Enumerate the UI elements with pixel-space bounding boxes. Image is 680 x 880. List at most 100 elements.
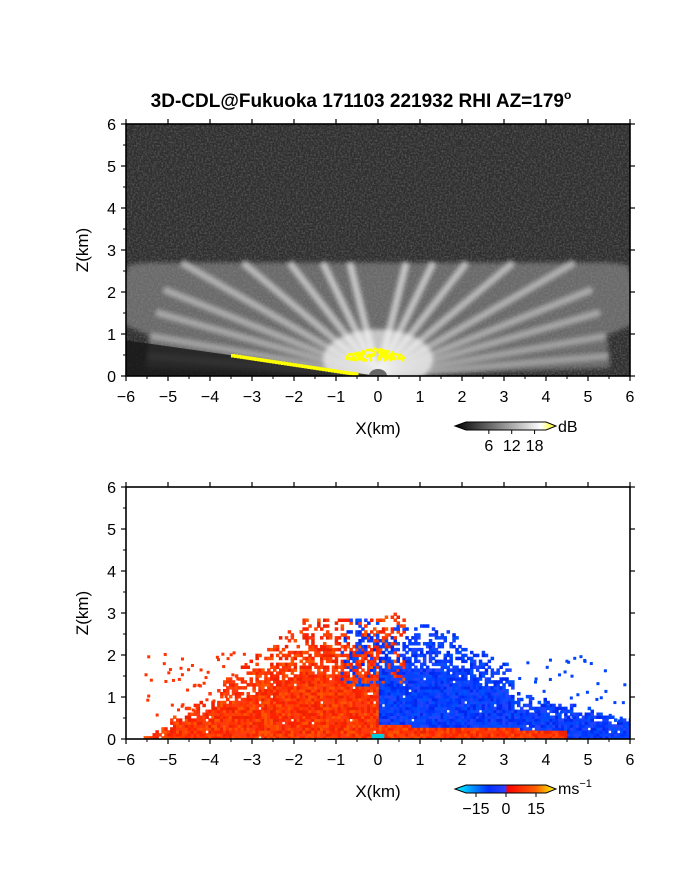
- velocity-cell: [399, 671, 403, 675]
- reflectivity-echo-cell: [346, 353, 350, 356]
- velocity-cell: [402, 718, 406, 722]
- velocity-xtick-label: 0: [374, 752, 383, 769]
- velocity-cell: [393, 692, 397, 696]
- velocity-cell: [284, 683, 289, 687]
- velocity-cell: [422, 686, 427, 690]
- velocity-cell: [323, 736, 327, 739]
- velocity-cell: [558, 718, 562, 722]
- velocity-cell: [237, 700, 242, 705]
- velocity-outlier-cell: [571, 714, 575, 718]
- reflectivity-echo-cell: [358, 356, 362, 359]
- velocity-cell: [452, 730, 456, 734]
- velocity-cell: [543, 709, 547, 714]
- velocity-cell: [393, 733, 397, 737]
- velocity-colorbar: −15 0 15 ms−1: [453, 778, 592, 818]
- velocity-cell: [434, 633, 439, 637]
- velocity-cell: [575, 721, 580, 725]
- velocity-cell: [508, 694, 512, 699]
- velocity-cell: [367, 706, 371, 711]
- velocity-cell: [525, 709, 530, 714]
- velocity-cell: [481, 721, 486, 725]
- velocity-cell: [293, 730, 298, 734]
- velocity-cell: [387, 727, 392, 731]
- velocity-cell: [343, 718, 348, 722]
- velocity-cell: [311, 647, 315, 652]
- velocity-cell: [478, 659, 483, 664]
- velocity-cell: [346, 662, 350, 667]
- velocity-cell: [478, 712, 483, 716]
- velocity-cell: [243, 665, 248, 669]
- velocity-cell: [449, 727, 453, 731]
- velocity-cell: [305, 680, 309, 684]
- velocity-cell: [296, 706, 300, 711]
- velocity-cell: [449, 680, 453, 684]
- velocity-cell: [296, 692, 300, 696]
- velocity-cell: [249, 697, 253, 702]
- velocity-ytick-label: 4: [107, 564, 116, 581]
- velocity-cell: [381, 618, 386, 622]
- velocity-cell: [367, 724, 371, 728]
- velocity-cell: [384, 671, 389, 675]
- velocity-cell: [405, 668, 409, 672]
- velocity-cell: [540, 709, 544, 714]
- velocity-cell: [387, 721, 392, 725]
- velocity-cell: [275, 736, 280, 739]
- velocity-cell: [608, 724, 612, 728]
- velocity-cell: [414, 680, 418, 684]
- velocity-cell: [431, 650, 436, 655]
- velocity-cell: [308, 712, 312, 716]
- velocity-cell: [493, 736, 497, 739]
- velocity-cell: [334, 621, 339, 625]
- velocity-cell: [346, 683, 350, 687]
- velocity-cell: [220, 721, 224, 725]
- velocity-cell: [234, 706, 239, 711]
- velocity-cell: [534, 727, 539, 731]
- velocity-cell: [267, 671, 271, 675]
- velocity-cell: [475, 733, 480, 737]
- velocity-cell: [325, 618, 330, 622]
- velocity-cell: [537, 706, 542, 711]
- velocity-cell: [361, 730, 365, 734]
- velocity-cell: [446, 706, 450, 711]
- velocity-cell: [275, 692, 280, 696]
- velocity-cell: [358, 677, 362, 681]
- velocity-cell: [231, 709, 236, 714]
- velocity-cell: [305, 712, 309, 716]
- velocity-cell: [440, 692, 445, 696]
- velocity-cell: [293, 653, 298, 658]
- velocity-cell: [420, 647, 424, 652]
- velocity-cell: [187, 736, 192, 739]
- velocity-cell: [252, 727, 256, 731]
- velocity-cell: [578, 712, 583, 716]
- velocity-cell: [299, 721, 303, 725]
- velocity-cell: [470, 694, 474, 699]
- velocity-cell: [261, 709, 265, 714]
- velocity-cell: [428, 639, 433, 643]
- velocity-cell: [458, 709, 462, 714]
- velocity-cell: [305, 636, 309, 640]
- velocity-cell: [334, 709, 339, 714]
- velocity-cell: [437, 715, 442, 719]
- velocity-cell: [461, 700, 465, 705]
- velocity-cell: [414, 692, 418, 696]
- velocity-cell: [211, 706, 215, 711]
- velocity-cell: [390, 642, 395, 646]
- velocity-cell: [293, 668, 298, 672]
- velocity-cell: [358, 709, 362, 714]
- velocity-cell: [246, 736, 250, 739]
- velocity-cell: [273, 686, 277, 690]
- velocity-cell: [258, 694, 262, 699]
- velocity-cell: [452, 689, 456, 693]
- velocity-cell: [349, 656, 353, 661]
- velocity-cell: [425, 642, 430, 646]
- colorbar-tick-label: 12: [503, 438, 521, 455]
- velocity-cell: [378, 618, 383, 622]
- velocity-outlier-cell: [619, 716, 623, 720]
- velocity-cell: [367, 680, 371, 684]
- velocity-cell: [364, 709, 368, 714]
- velocity-cell: [308, 647, 312, 652]
- velocity-cell: [331, 650, 336, 655]
- velocity-cell: [396, 715, 400, 719]
- velocity-cell: [399, 715, 403, 719]
